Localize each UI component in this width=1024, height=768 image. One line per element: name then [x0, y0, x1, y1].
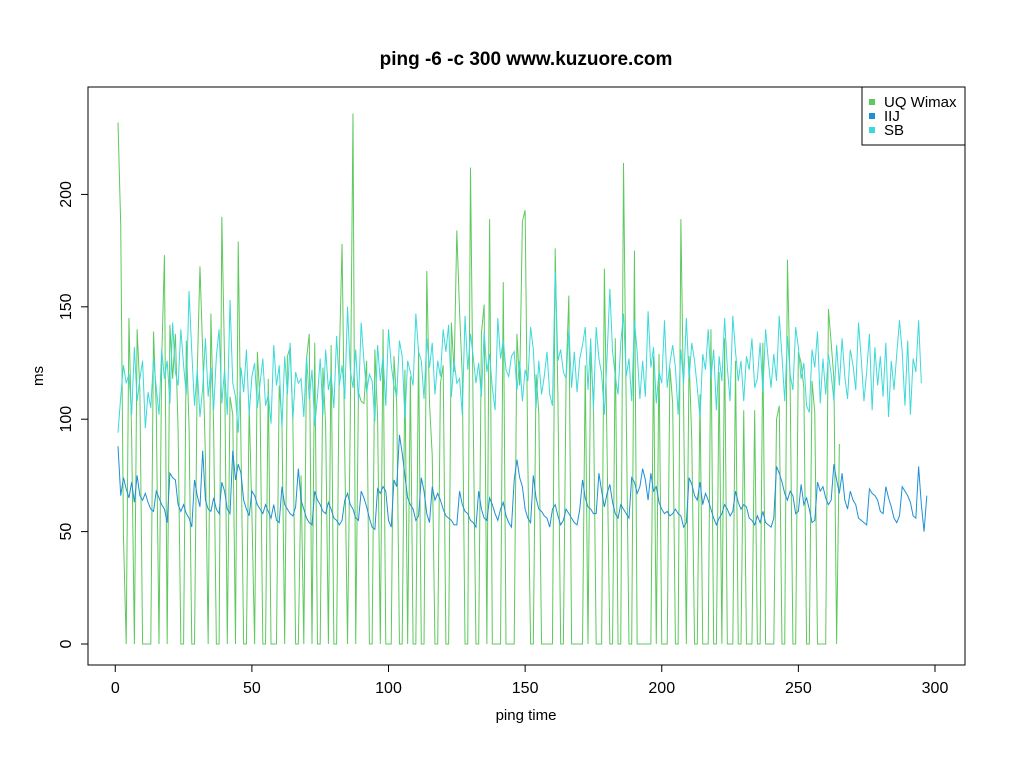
- y-tick-label: 200: [58, 181, 75, 208]
- chart-title: ping -6 -c 300 www.kuzuore.com: [380, 49, 673, 70]
- legend-label: UQ Wimax: [884, 94, 957, 111]
- series-line-uq-wimax: [117, 113, 840, 645]
- x-tick-label: 300: [922, 680, 949, 697]
- series-line-iij: [117, 434, 928, 532]
- x-tick-label: 0: [111, 680, 120, 697]
- y-tick-label: 50: [58, 523, 75, 541]
- x-tick-label: 200: [648, 680, 675, 697]
- legend-label: SB: [884, 122, 904, 139]
- x-tick-label: 100: [375, 680, 402, 697]
- legend-swatch: [869, 99, 875, 105]
- legend-label: IIJ: [884, 108, 900, 125]
- legend-swatch: [869, 113, 875, 119]
- x-tick-label: 250: [785, 680, 812, 697]
- y-tick-label: 150: [58, 293, 75, 320]
- x-axis-label: ping time: [496, 707, 557, 724]
- x-axis: 0 50 100 150 200 250 300: [111, 664, 949, 697]
- y-tick-label: 100: [58, 406, 75, 433]
- y-tick-label: 0: [58, 639, 75, 648]
- series-layer: [117, 113, 928, 645]
- x-tick-label: 50: [243, 680, 261, 697]
- legend-box: [861, 86, 966, 146]
- x-tick-label: 150: [512, 680, 539, 697]
- y-axis-label: ms: [30, 366, 47, 386]
- y-axis: 0 50 100 150 200: [58, 181, 89, 648]
- series-line-sb: [117, 270, 922, 433]
- legend-swatch: [869, 127, 875, 133]
